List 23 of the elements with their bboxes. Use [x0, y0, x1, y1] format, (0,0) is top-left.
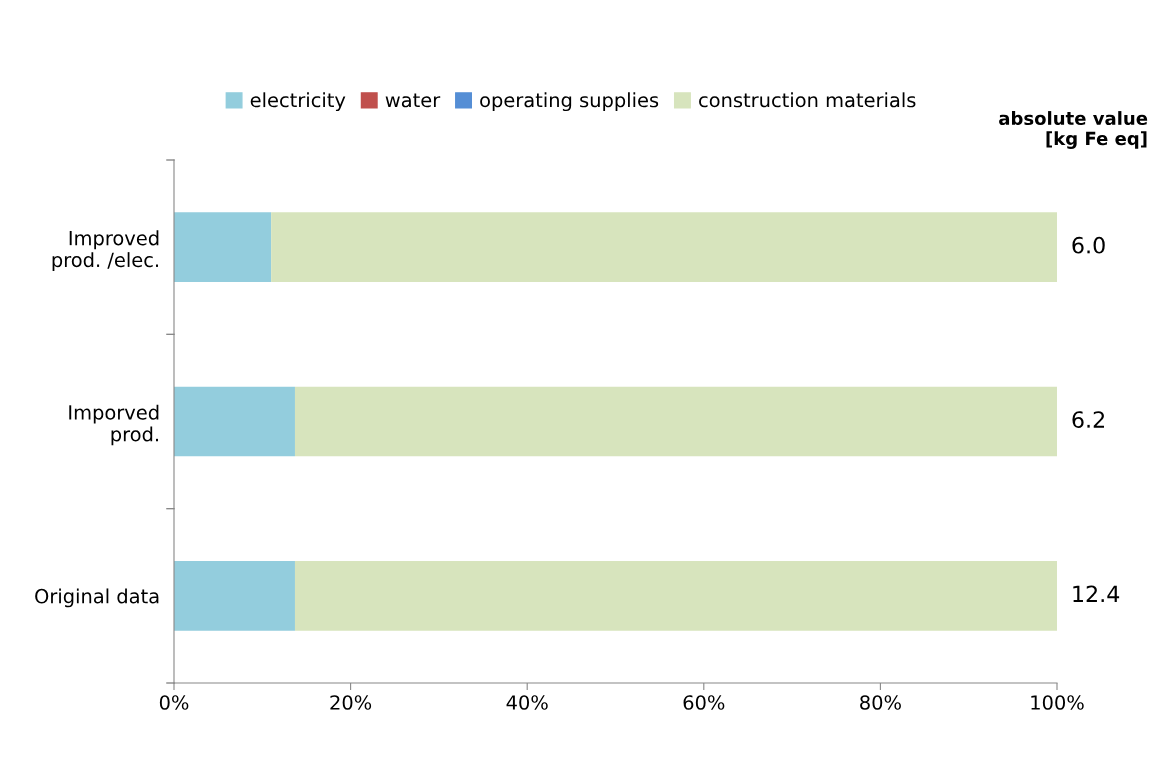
text: absolute value [kg Fe eq]	[999, 111, 1148, 149]
x-tick-label: 20%	[330, 695, 372, 710]
legend-label: operating supplies	[480, 92, 659, 112]
y-tick-label: Imporved prod.	[69, 404, 159, 446]
y-tick-label: Improved prod. /elec.	[52, 230, 159, 271]
bar	[174, 560, 295, 631]
x-tick-label: 0%	[159, 695, 189, 710]
bar	[174, 386, 295, 457]
bar	[294, 560, 1057, 631]
legend-label: water	[385, 93, 441, 108]
x-tick-label: 40%	[506, 695, 548, 710]
text: 6.2	[1072, 411, 1104, 428]
legend-label: electricity	[250, 92, 346, 112]
x-tick-label: 60%	[683, 695, 725, 710]
x-tick-label: 80%	[860, 695, 901, 710]
bar	[174, 212, 272, 283]
legend-label: construction materials	[699, 92, 916, 108]
bar	[271, 212, 1057, 283]
text: 12.4	[1073, 585, 1120, 602]
text: 6.0	[1072, 236, 1105, 254]
x-tick-label: 100%	[1031, 695, 1084, 710]
bar	[294, 386, 1057, 457]
y-tick-label: Original data	[35, 588, 159, 608]
